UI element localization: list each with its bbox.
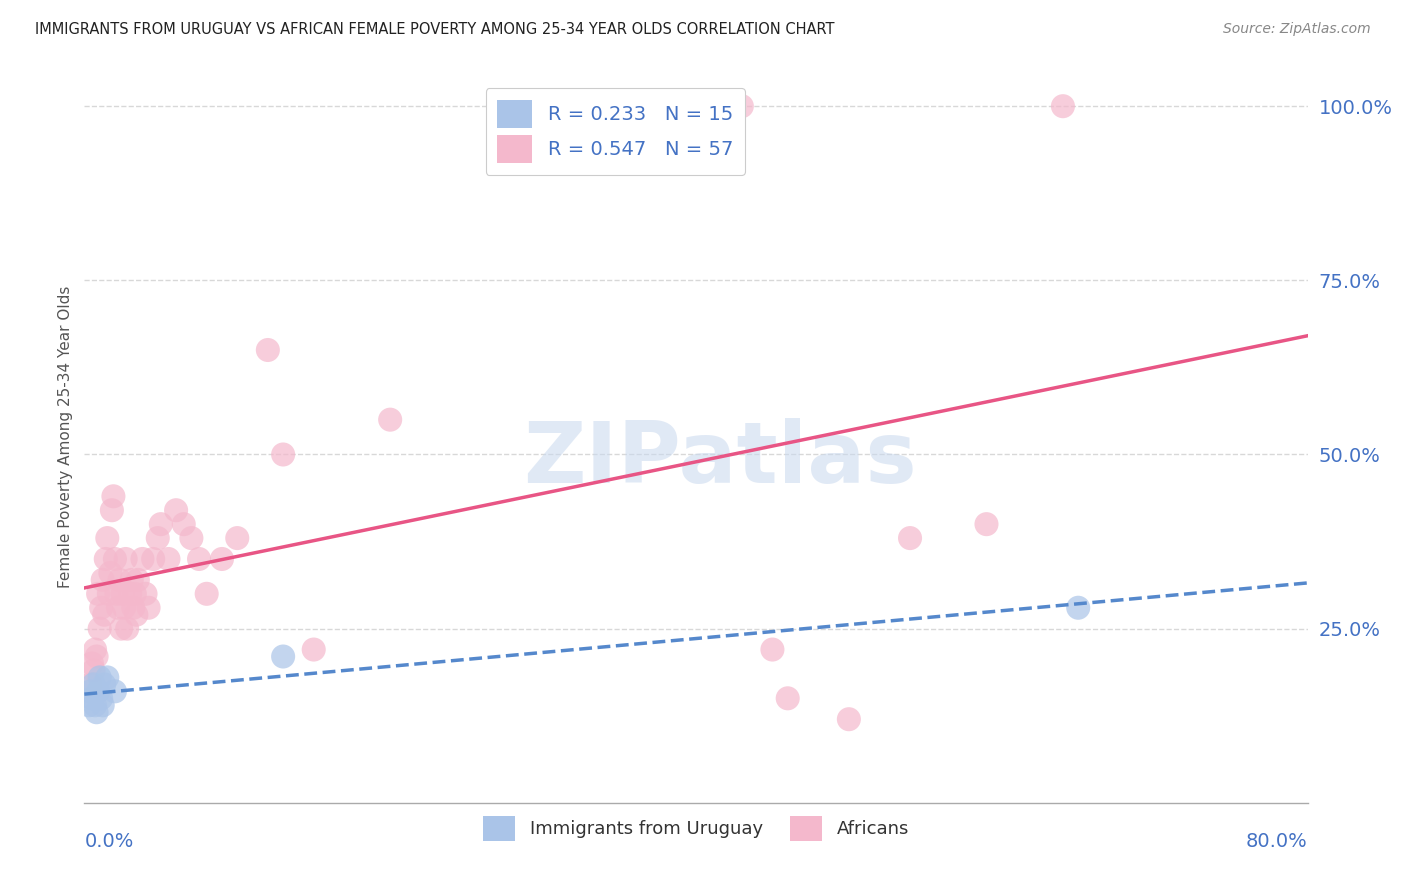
Point [87,684,110,698]
Text: Source: ZipAtlas.com: Source: ZipAtlas.com [1223,22,1371,37]
Point [110,622,132,636]
Point [96,670,118,684]
Point [157,552,180,566]
Point [98,566,121,580]
Point [105,587,128,601]
Point [271,649,294,664]
Point [77,698,100,713]
Point [173,517,195,532]
Point [531,99,554,113]
Point [89,670,111,684]
Point [79,677,101,691]
Point [211,552,233,566]
Text: 0.0%: 0.0% [84,832,134,851]
Point [125,607,148,622]
Text: 80.0%: 80.0% [1246,832,1308,851]
Point [89,622,111,636]
Point [93,677,115,691]
Point [84,642,107,657]
Point [80,657,103,671]
Point [1052,99,1074,113]
Point [80,691,103,706]
Point [226,531,249,545]
Point [101,503,124,517]
Point [103,489,125,503]
Point [83,677,105,691]
Point [97,587,120,601]
Legend: Immigrants from Uruguay, Africans: Immigrants from Uruguay, Africans [475,809,917,848]
Text: ZIPatlas: ZIPatlas [523,417,917,500]
Point [93,607,115,622]
Point [84,698,107,713]
Point [107,600,129,615]
Point [976,517,998,532]
Point [180,531,202,545]
Point [838,712,860,726]
Point [86,649,108,664]
Point [115,622,138,636]
Point [91,698,114,713]
Point [87,587,110,601]
Point [146,531,169,545]
Point [124,587,146,601]
Point [86,705,108,719]
Point [761,642,783,657]
Point [104,552,127,566]
Point [79,684,101,698]
Point [83,664,105,678]
Point [257,343,280,357]
Point [122,600,145,615]
Point [149,517,172,532]
Point [91,573,114,587]
Point [142,552,165,566]
Point [138,600,160,615]
Point [302,642,325,657]
Point [898,531,921,545]
Point [96,531,118,545]
Point [104,684,127,698]
Point [114,552,136,566]
Y-axis label: Female Poverty Among 25-34 Year Olds: Female Poverty Among 25-34 Year Olds [58,286,73,588]
Point [731,99,754,113]
Point [135,587,157,601]
Point [121,573,143,587]
Point [1067,600,1090,615]
Point [120,587,142,601]
Text: IMMIGRANTS FROM URUGUAY VS AFRICAN FEMALE POVERTY AMONG 25-34 YEAR OLDS CORRELAT: IMMIGRANTS FROM URUGUAY VS AFRICAN FEMAL… [35,22,835,37]
Point [112,600,135,615]
Point [195,587,218,601]
Point [127,573,149,587]
Point [380,412,402,426]
Point [90,600,112,615]
Point [94,552,117,566]
Point [111,587,134,601]
Point [131,552,153,566]
Point [90,691,112,706]
Point [108,573,131,587]
Point [165,503,187,517]
Point [271,448,294,462]
Point [776,691,799,706]
Point [188,552,211,566]
